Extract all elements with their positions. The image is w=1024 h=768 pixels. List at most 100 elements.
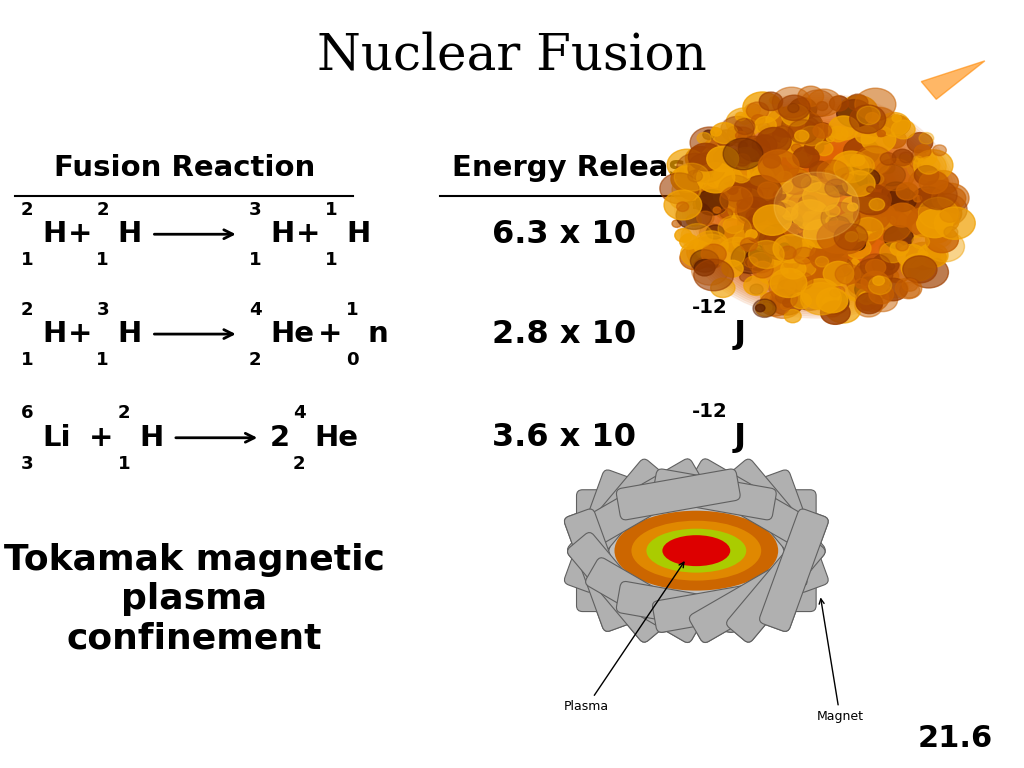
Circle shape [738, 136, 770, 161]
Circle shape [778, 171, 792, 183]
Circle shape [748, 253, 773, 273]
Text: 2: 2 [293, 455, 305, 472]
Circle shape [878, 131, 886, 137]
Circle shape [891, 120, 915, 139]
Circle shape [772, 126, 794, 143]
Circle shape [674, 164, 710, 191]
Circle shape [794, 151, 807, 162]
Circle shape [896, 154, 912, 167]
Circle shape [712, 155, 724, 165]
Circle shape [735, 199, 769, 225]
Circle shape [828, 116, 859, 140]
Circle shape [815, 135, 825, 144]
Circle shape [688, 153, 725, 183]
Circle shape [688, 144, 723, 171]
Circle shape [679, 180, 706, 200]
Circle shape [829, 289, 840, 297]
Circle shape [795, 131, 809, 141]
Text: 1: 1 [96, 251, 109, 269]
Circle shape [790, 241, 828, 271]
Circle shape [856, 169, 880, 188]
Circle shape [764, 235, 788, 254]
Circle shape [800, 147, 812, 156]
Circle shape [763, 154, 780, 168]
Circle shape [801, 90, 835, 117]
Circle shape [781, 104, 809, 126]
Circle shape [779, 246, 797, 259]
Circle shape [753, 135, 777, 154]
Circle shape [711, 123, 737, 144]
Circle shape [793, 174, 811, 188]
Circle shape [693, 173, 705, 181]
Text: 4: 4 [249, 301, 261, 319]
Circle shape [825, 296, 861, 323]
Circle shape [794, 259, 816, 276]
Circle shape [912, 156, 923, 164]
Circle shape [909, 190, 943, 217]
Circle shape [792, 144, 802, 152]
Circle shape [846, 283, 867, 301]
Circle shape [768, 127, 806, 157]
Text: 3: 3 [96, 301, 109, 319]
FancyBboxPatch shape [652, 581, 776, 632]
Circle shape [688, 170, 702, 182]
FancyBboxPatch shape [586, 558, 703, 643]
Circle shape [675, 229, 691, 242]
Circle shape [756, 146, 778, 164]
Circle shape [732, 168, 751, 183]
Text: Magnet: Magnet [816, 599, 863, 723]
Circle shape [736, 142, 897, 270]
Circle shape [767, 108, 805, 137]
Text: n: n [368, 320, 388, 348]
Circle shape [716, 130, 737, 147]
Circle shape [911, 187, 945, 214]
Circle shape [681, 240, 714, 266]
Circle shape [714, 190, 729, 203]
Text: H: H [42, 320, 67, 348]
Circle shape [816, 231, 849, 257]
Circle shape [772, 87, 811, 118]
Circle shape [846, 238, 871, 259]
Circle shape [846, 223, 878, 247]
Circle shape [680, 98, 953, 314]
Circle shape [706, 253, 714, 260]
FancyBboxPatch shape [784, 490, 816, 611]
Text: Li: Li [42, 424, 71, 452]
Circle shape [825, 179, 848, 197]
Circle shape [793, 147, 819, 167]
Circle shape [883, 216, 896, 226]
Circle shape [749, 240, 784, 269]
Circle shape [716, 126, 918, 285]
Circle shape [689, 105, 944, 306]
Circle shape [770, 268, 807, 297]
Text: +: + [68, 220, 92, 248]
Circle shape [842, 270, 881, 301]
Circle shape [820, 291, 849, 314]
Circle shape [918, 157, 940, 174]
Circle shape [781, 213, 803, 230]
Text: -13: -13 [692, 198, 728, 217]
FancyBboxPatch shape [727, 532, 825, 642]
Circle shape [825, 247, 843, 260]
Circle shape [735, 131, 749, 141]
Circle shape [697, 133, 712, 144]
Circle shape [750, 209, 765, 220]
Circle shape [831, 151, 871, 183]
Circle shape [908, 167, 949, 200]
Circle shape [750, 284, 763, 295]
Circle shape [854, 197, 871, 210]
Circle shape [817, 221, 858, 253]
Circle shape [944, 227, 957, 237]
Circle shape [828, 127, 848, 142]
Circle shape [691, 256, 728, 285]
Circle shape [677, 154, 713, 181]
Circle shape [801, 279, 840, 310]
Text: J: J [723, 319, 746, 349]
Circle shape [850, 105, 886, 134]
Circle shape [855, 146, 892, 175]
Circle shape [924, 248, 946, 266]
Text: 1: 1 [325, 201, 337, 219]
Circle shape [920, 251, 928, 258]
Text: 6: 6 [20, 405, 33, 422]
Circle shape [865, 260, 886, 275]
